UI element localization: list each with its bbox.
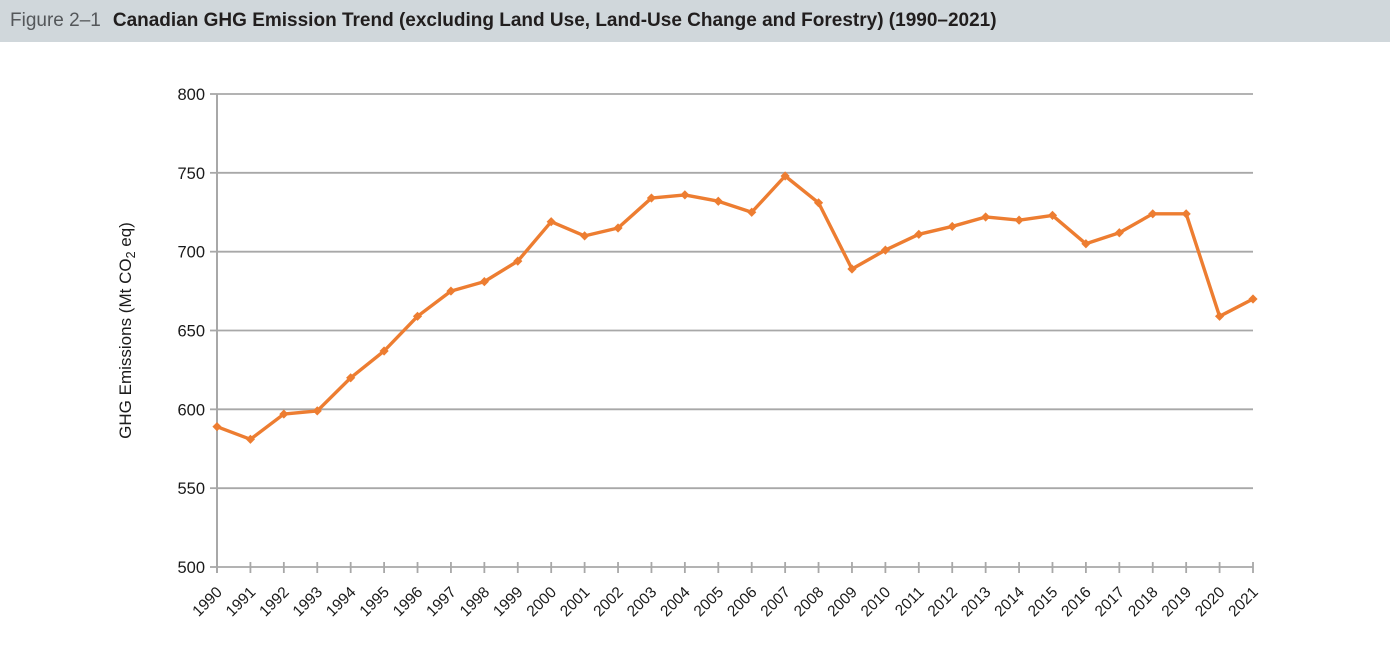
data-point-marker xyxy=(279,409,289,419)
x-tick-label: 2016 xyxy=(1058,584,1094,620)
x-tick-label: 2005 xyxy=(691,584,727,620)
y-tick-label: 600 xyxy=(177,401,205,419)
x-tick-label: 1990 xyxy=(189,584,226,621)
x-tick-label: 2018 xyxy=(1125,584,1161,620)
data-point-marker xyxy=(914,229,924,239)
x-tick-label: 1995 xyxy=(357,584,393,620)
data-point-marker xyxy=(847,264,857,274)
x-tick-label: 1996 xyxy=(390,584,426,620)
x-tick-label: 1994 xyxy=(323,584,360,621)
data-point-marker xyxy=(1148,209,1158,219)
x-tick-label: 2011 xyxy=(892,584,928,620)
data-point-marker xyxy=(379,346,389,356)
x-tick-label: 2004 xyxy=(657,584,694,621)
data-point-marker xyxy=(312,406,322,416)
data-point-marker xyxy=(747,207,757,217)
data-point-marker xyxy=(680,190,690,200)
x-tick-label: 2001 xyxy=(557,584,593,620)
data-point-marker xyxy=(613,223,623,233)
x-tick-label: 2015 xyxy=(1025,584,1061,620)
x-tick-label: 2008 xyxy=(791,584,827,620)
y-tick-label: 550 xyxy=(177,480,205,498)
x-tick-label: 2007 xyxy=(758,584,794,620)
x-tick-label: 2010 xyxy=(858,584,895,621)
data-point-marker xyxy=(1214,311,1225,321)
data-point-marker xyxy=(880,245,890,255)
x-tick-label: 2002 xyxy=(590,584,626,620)
x-tick-label: 1997 xyxy=(423,584,459,620)
x-tick-label: 1993 xyxy=(290,584,326,620)
x-tick-label: 2012 xyxy=(925,584,961,620)
data-point-marker xyxy=(713,196,723,206)
x-tick-label: 2021 xyxy=(1225,584,1261,620)
data-point-marker xyxy=(212,422,222,432)
y-tick-label: 750 xyxy=(177,165,205,183)
emissions-line xyxy=(215,174,1255,441)
x-tick-label: 2014 xyxy=(991,584,1028,621)
figure-title: Canadian GHG Emission Trend (excluding L… xyxy=(112,10,997,31)
y-axis-title: GHG Emissions (Mt CO2 eq) xyxy=(116,222,138,439)
x-tick-label: 2020 xyxy=(1192,584,1229,621)
data-point-marker xyxy=(580,231,590,241)
y-tick-label: 650 xyxy=(177,323,205,341)
x-tick-label: 2019 xyxy=(1159,584,1195,620)
data-point-marker xyxy=(412,311,423,321)
y-tick-label: 700 xyxy=(177,244,205,262)
x-tick-label: 2000 xyxy=(524,584,561,621)
x-tick-label: 2006 xyxy=(724,584,760,620)
data-point-marker xyxy=(1248,294,1258,304)
data-point-marker xyxy=(1014,215,1024,225)
chart-area: 500 550 600 650 700 750 800 1990 1991 1992 1993 199… xyxy=(0,42,1390,654)
y-tick-label: 500 xyxy=(177,559,205,577)
x-tick-label: 1991 xyxy=(223,584,259,620)
data-point-marker xyxy=(646,193,657,203)
y-tick-label: 800 xyxy=(177,86,205,104)
data-point-marker xyxy=(245,434,256,444)
x-tick-label: 2003 xyxy=(624,584,660,620)
x-tick-label: 1992 xyxy=(256,584,292,620)
data-point-marker xyxy=(1114,228,1124,238)
data-point-marker xyxy=(947,221,957,232)
data-point-marker xyxy=(981,212,991,222)
x-tick-label: 2017 xyxy=(1092,584,1128,620)
data-point-marker xyxy=(1081,239,1091,249)
x-tick-label: 2013 xyxy=(958,584,994,620)
x-tick-label: 1998 xyxy=(457,584,493,620)
data-point-marker xyxy=(1047,210,1058,221)
data-point-marker xyxy=(546,217,556,227)
ghg-line-chart: 5005506006507007508001990199119921993199… xyxy=(116,86,1262,621)
data-point-marker xyxy=(1181,209,1191,219)
figure-header: Figure 2–1 Canadian GHG Emission Trend (… xyxy=(0,0,1390,42)
figure-label: Figure 2–1 xyxy=(10,10,101,31)
x-tick-label: 1999 xyxy=(490,584,526,620)
x-tick-label: 2009 xyxy=(824,584,860,620)
data-point-marker xyxy=(780,171,790,181)
data-point-marker xyxy=(813,198,824,208)
data-point-marker xyxy=(346,373,356,383)
